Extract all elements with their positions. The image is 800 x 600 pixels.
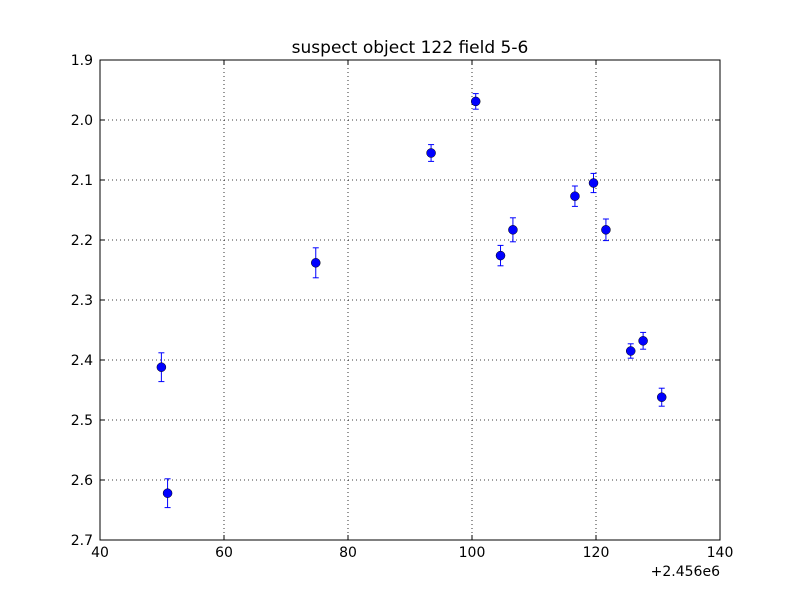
data-point-group xyxy=(156,352,167,383)
data-point xyxy=(470,96,481,107)
data-point-group xyxy=(470,93,481,110)
data-point xyxy=(588,178,599,188)
y-tick-label: 2.4 xyxy=(71,353,93,369)
x-tick-label: 60 xyxy=(215,545,233,561)
data-point xyxy=(311,258,321,268)
y-tick-label: 2.5 xyxy=(71,413,93,429)
data-point-group xyxy=(495,244,506,267)
data-point-group xyxy=(625,343,636,359)
data-point xyxy=(601,225,611,235)
data-point-group xyxy=(656,387,667,407)
data-point-group xyxy=(601,218,611,242)
x-tick-label: 140 xyxy=(707,545,734,561)
chart-title: suspect object 122 field 5-6 xyxy=(292,38,529,58)
y-tick-label: 2.6 xyxy=(71,473,93,489)
data-point xyxy=(162,488,173,498)
data-point xyxy=(570,191,580,201)
data-point xyxy=(426,148,436,158)
data-point-group xyxy=(162,478,173,509)
data-points xyxy=(156,93,667,509)
x-axis-offset-label: +2.456e6 xyxy=(651,564,720,580)
y-tick-label: 1.9 xyxy=(71,53,93,69)
y-tick-label: 2.1 xyxy=(71,173,93,189)
x-tick-label: 80 xyxy=(339,545,357,561)
y-tick-label: 2.0 xyxy=(71,113,93,129)
y-tick-label: 2.3 xyxy=(71,293,93,309)
data-point xyxy=(656,392,667,402)
data-point xyxy=(638,336,648,346)
x-tick-label: 40 xyxy=(91,545,109,561)
y-tick-label: 2.2 xyxy=(71,233,93,249)
data-point-group xyxy=(588,172,599,194)
data-point xyxy=(156,362,167,372)
data-point-group xyxy=(638,331,648,350)
x-tick-label: 120 xyxy=(583,545,610,561)
data-point-group xyxy=(311,247,321,279)
data-point-group xyxy=(508,217,518,243)
data-point-group xyxy=(426,144,436,162)
data-point xyxy=(625,346,636,356)
grid-lines xyxy=(100,60,720,540)
plot-frame xyxy=(99,59,721,541)
x-tick-label: 100 xyxy=(459,545,486,561)
data-point-group xyxy=(570,185,580,207)
y-tick-label: 2.7 xyxy=(71,533,93,549)
data-point xyxy=(495,250,506,261)
axis-ticks: 40 60 80 100 120 140 1.9 2.0 2.1 2.2 2.3 2.4 2.5 2.6 2… xyxy=(71,53,734,561)
data-point xyxy=(508,225,518,235)
